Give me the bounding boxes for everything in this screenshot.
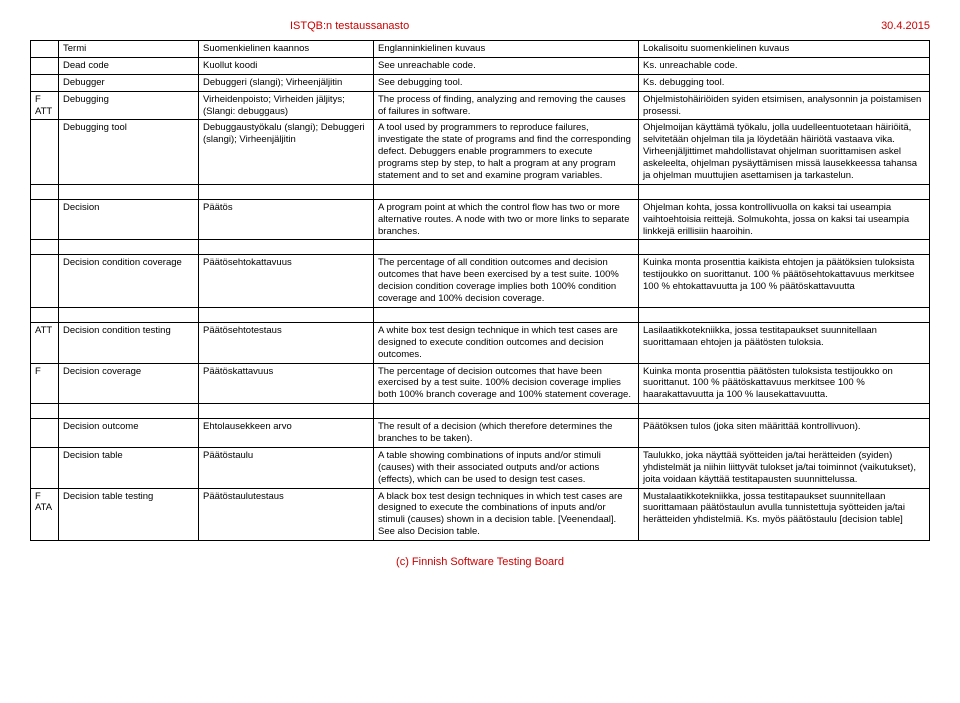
cell — [31, 57, 59, 74]
table-row: Dead codeKuollut koodiSee unreachable co… — [31, 57, 930, 74]
header-title: ISTQB:n testaussanasto — [290, 20, 409, 32]
col-header-localized: Lokalisoitu suomenkielinen kuvaus — [639, 41, 930, 58]
spacer-row — [31, 307, 930, 322]
cell: Dead code — [59, 57, 199, 74]
cell: The result of a decision (which therefor… — [374, 419, 639, 448]
cell: See debugging tool. — [374, 74, 639, 91]
spacer-row — [31, 240, 930, 255]
table-row: Debugging toolDebuggaustyökalu (slangi);… — [31, 120, 930, 184]
cell: Ks. debugging tool. — [639, 74, 930, 91]
page-footer: (c) Finnish Software Testing Board — [30, 556, 930, 568]
cell: Debuggeri (slangi); Virheenjäljitin — [199, 74, 374, 91]
cell: Decision table — [59, 447, 199, 488]
cell: Päätöstaulu — [199, 447, 374, 488]
cell: A white box test design technique in whi… — [374, 322, 639, 363]
cell: Debugging tool — [59, 120, 199, 184]
cell: Ohjelmistohäiriöiden syiden etsimisen, a… — [639, 91, 930, 120]
cell: Ehtolausekkeen arvo — [199, 419, 374, 448]
cell — [31, 120, 59, 184]
cell: ATT — [31, 322, 59, 363]
cell: Kuollut koodi — [199, 57, 374, 74]
cell: The percentage of decision outcomes that… — [374, 363, 639, 404]
cell: Taulukko, joka näyttää syötteiden ja/tai… — [639, 447, 930, 488]
spacer-row — [31, 404, 930, 419]
cell: A black box test design techniques in wh… — [374, 488, 639, 541]
table-row: FDecision coveragePäätöskattavuusThe per… — [31, 363, 930, 404]
cell: Päätösehtotestaus — [199, 322, 374, 363]
cell: Päätöskattavuus — [199, 363, 374, 404]
cell: Decision condition testing — [59, 322, 199, 363]
cell: The process of finding, analyzing and re… — [374, 91, 639, 120]
cell: Päätöstaulutestaus — [199, 488, 374, 541]
cell — [31, 74, 59, 91]
cell: A table showing combinations of inputs a… — [374, 447, 639, 488]
cell: Päätösehtokattavuus — [199, 255, 374, 308]
cell: F ATA — [31, 488, 59, 541]
table-row: F ATTDebuggingVirheidenpoisto; Virheiden… — [31, 91, 930, 120]
table-row: F ATADecision table testingPäätöstaulute… — [31, 488, 930, 541]
cell — [31, 419, 59, 448]
cell: Decision — [59, 199, 199, 240]
table-header-row: Termi Suomenkielinen kaannos Englanninki… — [31, 41, 930, 58]
cell: Kuinka monta prosenttia päätösten tuloks… — [639, 363, 930, 404]
cell: Lasilaatikkotekniikka, jossa testitapauk… — [639, 322, 930, 363]
glossary-table: Termi Suomenkielinen kaannos Englanninki… — [30, 40, 930, 541]
cell: The percentage of all condition outcomes… — [374, 255, 639, 308]
cell: F ATT — [31, 91, 59, 120]
cell: Ohjelman kohta, jossa kontrollivuolla on… — [639, 199, 930, 240]
cell — [31, 447, 59, 488]
col-header-tag — [31, 41, 59, 58]
cell: Debugging — [59, 91, 199, 120]
cell: See unreachable code. — [374, 57, 639, 74]
page-header: ISTQB:n testaussanasto 30.4.2015 — [30, 20, 930, 32]
cell: Virheidenpoisto; Virheiden jäljitys; (Sl… — [199, 91, 374, 120]
cell: A tool used by programmers to reproduce … — [374, 120, 639, 184]
table-row: Decision outcomeEhtolausekkeen arvoThe r… — [31, 419, 930, 448]
col-header-english: Englanninkielinen kuvaus — [374, 41, 639, 58]
cell: Mustalaatikkotekniikka, jossa testitapau… — [639, 488, 930, 541]
cell: Ks. unreachable code. — [639, 57, 930, 74]
cell: F — [31, 363, 59, 404]
spacer-row — [31, 184, 930, 199]
col-header-finnish: Suomenkielinen kaannos — [199, 41, 374, 58]
cell: Kuinka monta prosenttia kaikista ehtojen… — [639, 255, 930, 308]
cell: Decision outcome — [59, 419, 199, 448]
cell — [31, 199, 59, 240]
table-row: ATTDecision condition testingPäätösehtot… — [31, 322, 930, 363]
table-row: Decision tablePäätöstauluA table showing… — [31, 447, 930, 488]
cell: Decision table testing — [59, 488, 199, 541]
cell — [31, 255, 59, 308]
cell: Decision condition coverage — [59, 255, 199, 308]
header-date: 30.4.2015 — [881, 20, 930, 32]
cell: A program point at which the control flo… — [374, 199, 639, 240]
cell: Debugger — [59, 74, 199, 91]
cell: Päätös — [199, 199, 374, 240]
cell: Ohjelmoijan käyttämä työkalu, jolla uude… — [639, 120, 930, 184]
table-row: DebuggerDebuggeri (slangi); Virheenjälji… — [31, 74, 930, 91]
table-row: Decision condition coveragePäätösehtokat… — [31, 255, 930, 308]
cell: Decision coverage — [59, 363, 199, 404]
table-row: DecisionPäätösA program point at which t… — [31, 199, 930, 240]
col-header-term: Termi — [59, 41, 199, 58]
cell: Päätöksen tulos (joka siten määrittää ko… — [639, 419, 930, 448]
cell: Debuggaustyökalu (slangi); Debuggeri (sl… — [199, 120, 374, 184]
